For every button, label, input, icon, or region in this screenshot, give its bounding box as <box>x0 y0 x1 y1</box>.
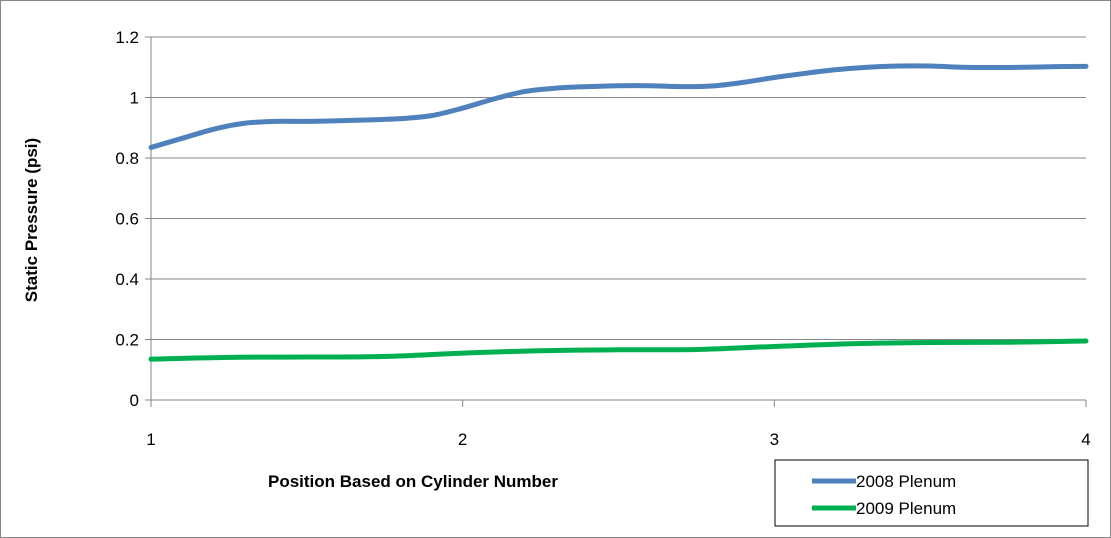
y-tick-label: 0.8 <box>115 149 139 168</box>
x-axis-title: Position Based on Cylinder Number <box>268 472 558 491</box>
axes <box>145 36 1087 407</box>
legend: 2008 Plenum 2009 Plenum <box>774 459 1089 527</box>
y-tick-labels: 0 0.2 0.4 0.6 0.8 1 1.2 <box>115 28 139 410</box>
y-tick-label: 0 <box>130 391 139 410</box>
legend-label-2009-plenum: 2009 Plenum <box>856 499 956 518</box>
y-tick-label: 0.6 <box>115 210 139 229</box>
series-line-2008-plenum <box>148 63 1089 150</box>
y-tick-label: 0.2 <box>115 331 139 350</box>
series-line-2009-plenum <box>148 338 1089 362</box>
y-tick-label: 1 <box>130 89 139 108</box>
x-tick-label: 4 <box>1081 430 1090 449</box>
x-tick-label: 2 <box>458 430 467 449</box>
legend-label-2008-plenum: 2008 Plenum <box>856 472 956 491</box>
y-tick-label: 0.4 <box>115 270 139 289</box>
y-axis-title: Static Pressure (psi) <box>22 138 41 302</box>
legend-box <box>774 459 1089 527</box>
gridlines <box>151 36 1086 340</box>
y-tick-label: 1.2 <box>115 28 139 47</box>
plot-series <box>148 63 1089 362</box>
x-tick-label: 3 <box>770 430 779 449</box>
x-tick-labels: 1 2 3 4 <box>146 430 1090 449</box>
x-tick-label: 1 <box>146 430 155 449</box>
